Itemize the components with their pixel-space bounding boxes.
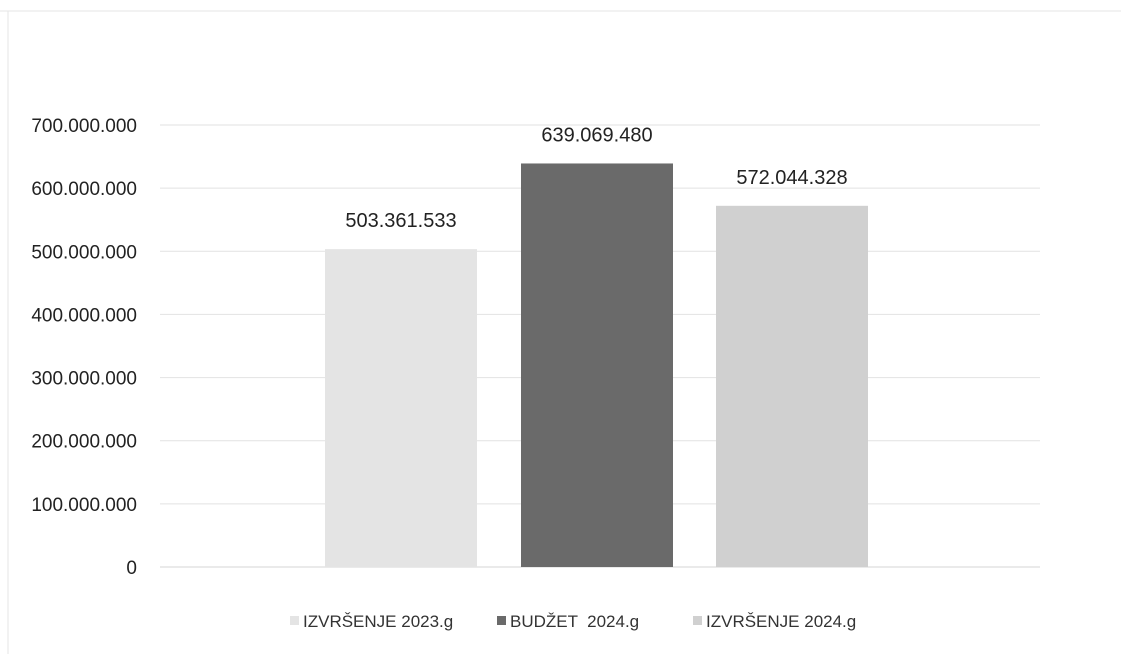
bars — [325, 163, 868, 567]
bar-data-label: 503.361.533 — [345, 210, 456, 232]
y-tick-label: 400.000.000 — [31, 305, 137, 326]
legend-entry-label: BUDŽET 2024.g — [510, 612, 639, 631]
bar — [716, 205, 868, 567]
legend-swatch — [693, 616, 702, 625]
bar — [521, 163, 673, 567]
bar-data-label: 639.069.480 — [541, 124, 652, 146]
bar — [325, 249, 477, 567]
legend: IZVRŠENJE 2023.g BUDŽET 2024.g IZVRŠENJE 2… — [290, 612, 856, 631]
legend-entry-label: IZVRŠENJE 2024.g — [706, 612, 856, 631]
legend-swatch — [497, 616, 506, 625]
y-tick-label: 600.000.000 — [31, 179, 137, 200]
y-tick-label: 200.000.000 — [31, 432, 137, 453]
bar-data-label: 572.044.328 — [736, 167, 847, 189]
legend-entry-label: IZVRŠENJE 2023.g — [303, 612, 453, 631]
legend-swatch — [290, 616, 299, 625]
y-tick-label: 100.000.000 — [31, 495, 137, 516]
data-labels: 503.361.533 639.069.480 572.044.328 — [345, 124, 847, 232]
y-axis-tick-labels: 0 100.000.000 200.000.000 300.000.000 400.00… — [31, 116, 137, 579]
y-tick-label: 500.000.000 — [31, 242, 137, 263]
y-tick-label: 300.000.000 — [31, 369, 137, 390]
y-tick-label: 0 — [126, 558, 137, 579]
y-tick-label: 700.000.000 — [31, 116, 137, 137]
